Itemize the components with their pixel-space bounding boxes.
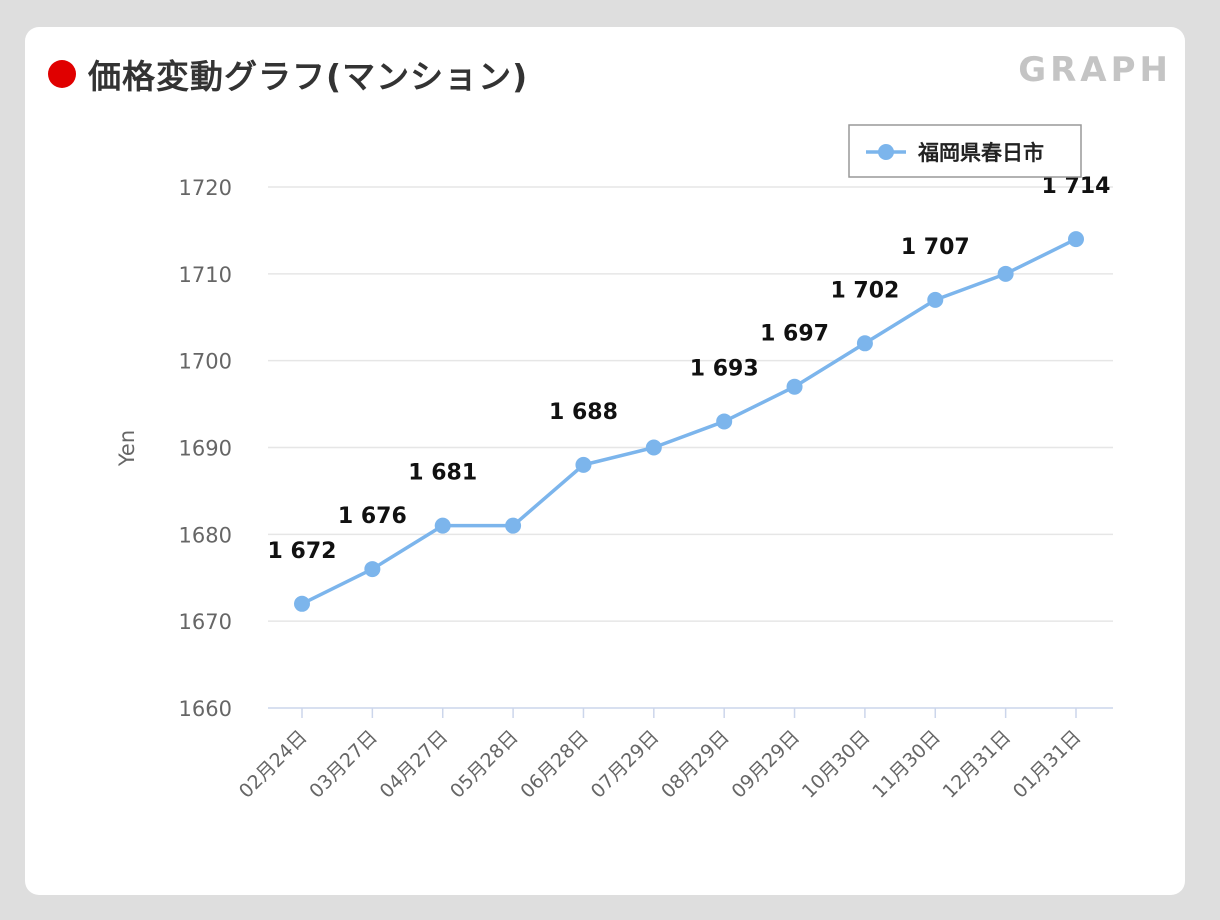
y-tick-label: 1710 [179, 263, 232, 287]
data-label: 1 707 [901, 235, 970, 260]
x-tick-label: 10月30日 [798, 726, 875, 803]
data-point [1068, 231, 1084, 248]
legend-label: 福岡県春日市 [917, 141, 1044, 165]
red-dot-icon [48, 60, 76, 88]
data-point [645, 439, 662, 456]
graph-tag: GRAPH [1018, 50, 1172, 90]
x-tick-label: 02月24日 [235, 726, 312, 803]
data-point [856, 335, 873, 352]
data-label: 1 714 [1042, 174, 1111, 199]
data-point [294, 595, 310, 612]
data-label: 1 693 [690, 356, 759, 381]
x-tick-label: 08月29日 [657, 726, 734, 803]
y-tick-label: 1690 [179, 437, 232, 461]
x-tick-label: 06月28日 [516, 726, 593, 803]
legend-marker [878, 144, 894, 160]
x-tick-label: 01月31日 [1009, 726, 1086, 803]
x-tick-label: 05月28日 [446, 726, 523, 803]
data-label: 1 681 [408, 461, 477, 486]
data-point [997, 265, 1014, 282]
x-tick-label: 09月29日 [727, 726, 804, 803]
data-point [716, 413, 733, 430]
y-tick-label: 1720 [179, 176, 232, 200]
y-tick-label: 1660 [179, 697, 232, 721]
data-point [927, 291, 944, 308]
data-point [434, 517, 451, 534]
data-point [364, 561, 381, 578]
data-point [575, 456, 592, 473]
y-tick-label: 1680 [179, 523, 232, 547]
x-tick-label: 11月30日 [868, 726, 945, 803]
x-tick-label: 04月27日 [376, 726, 453, 803]
data-point [786, 378, 803, 395]
y-tick-label: 1700 [179, 350, 232, 374]
data-label: 1 697 [760, 322, 829, 347]
series-line [300, 237, 1078, 606]
data-label: 1 688 [549, 400, 618, 425]
data-label: 1 702 [830, 278, 899, 303]
y-axis-label: Yen [115, 430, 139, 467]
chart-title-row: 価格変動グラフ(マンション) [48, 50, 528, 98]
data-label: 1 676 [338, 504, 407, 529]
x-tick-label: 12月31日 [939, 726, 1016, 803]
x-tick-label: 07月29日 [587, 726, 664, 803]
data-point [505, 517, 522, 534]
chart-title: 価格変動グラフ(マンション) [88, 57, 529, 96]
x-tick-label: 03月27日 [305, 726, 382, 803]
y-tick-label: 1670 [179, 610, 232, 634]
data-label: 1 672 [268, 539, 337, 564]
